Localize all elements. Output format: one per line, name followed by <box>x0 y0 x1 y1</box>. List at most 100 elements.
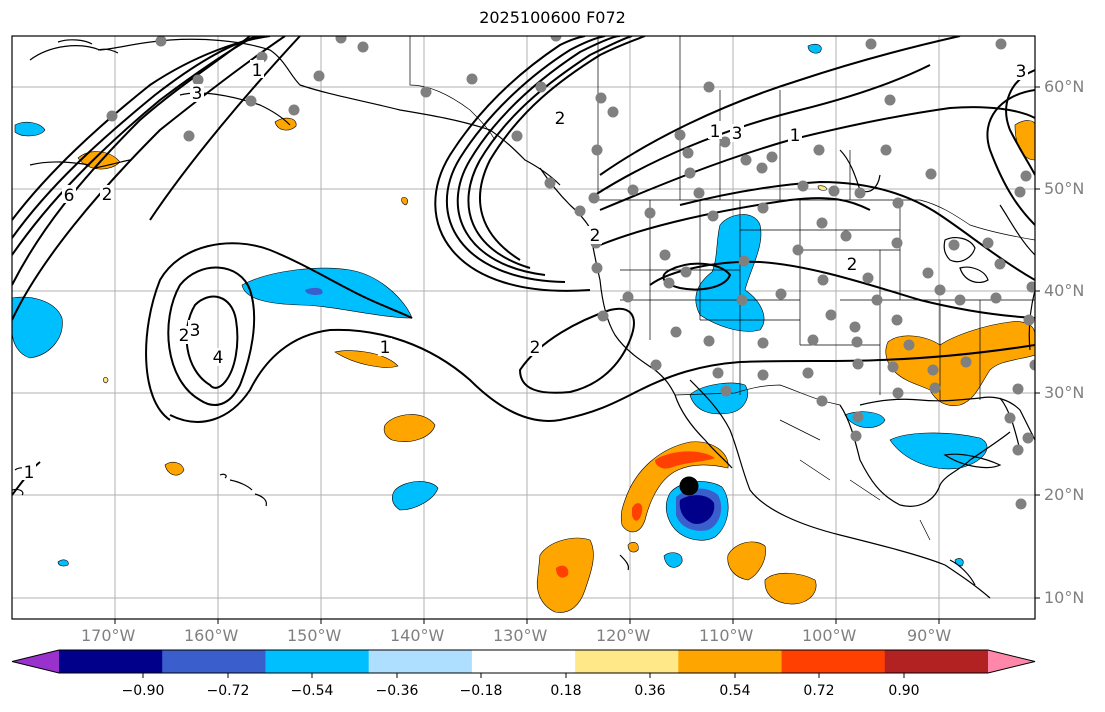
canada-provinces <box>597 36 851 200</box>
contour-label: 6 <box>64 186 75 206</box>
colorbar-segment <box>678 650 783 673</box>
colorbar-tick-label: −0.90 <box>121 683 165 699</box>
contour-label: 1 <box>710 122 721 142</box>
contour-label: 1 <box>252 61 263 81</box>
contour-label-group: 1 2 3 6 1 2 3 1 2 3 4 1 2 2 <box>22 60 1028 483</box>
colorbar-tick-label: −0.54 <box>290 683 334 699</box>
contour-coastal-b <box>467 36 633 269</box>
colorbar-segment <box>59 650 163 673</box>
contour-label: 2 <box>179 326 190 346</box>
us-canada-border <box>598 199 1035 241</box>
gulf-mexico-coast <box>839 404 1011 507</box>
map-frame <box>11 35 1036 620</box>
shade-sonora <box>689 382 749 415</box>
shade-hawaii-n <box>383 414 436 442</box>
bc-coast <box>539 167 591 229</box>
aleutians <box>29 159 131 169</box>
contour-coastal-c <box>456 36 621 276</box>
colorbar-segment <box>884 650 989 673</box>
colorbar <box>11 649 1036 674</box>
colorbar-tick-label: 0.18 <box>550 683 582 699</box>
contour-nw-6 <box>12 36 271 221</box>
colorbar-segment <box>162 650 266 673</box>
contour-nw-2 <box>12 36 256 256</box>
colorbar-segment <box>471 650 576 673</box>
gridlines <box>12 36 1035 619</box>
station-markers <box>106 36 1035 510</box>
political-borders <box>409 36 1035 541</box>
shade-mexico-arc <box>620 441 729 533</box>
lat-label: 60°N <box>1044 77 1085 96</box>
lon-label: 90°W <box>907 626 952 645</box>
lon-label: 170°W <box>81 626 136 645</box>
colorbar-tick-label: 0.54 <box>719 683 751 699</box>
contour-trough-a <box>599 197 871 246</box>
colorbar-tick-marks <box>142 673 905 678</box>
contour-label: 2 <box>530 338 541 358</box>
baja <box>674 394 733 469</box>
colorbar-segment <box>265 650 370 673</box>
colorbar-tick-label: 0.90 <box>888 683 920 699</box>
shade-nw-pacific <box>14 121 46 137</box>
great-lakes <box>943 237 976 263</box>
contour-label: 3 <box>192 84 203 104</box>
florida <box>999 397 1021 451</box>
contour-label: 1 <box>24 463 35 483</box>
colorbar-tick-label: 0.72 <box>803 683 835 699</box>
shading-negative <box>12 43 988 568</box>
shade-gulf-coast <box>844 411 886 428</box>
shade-far-northeast <box>1014 120 1035 161</box>
lon-label: 130°W <box>493 626 548 645</box>
shade-gulf-mexico <box>889 432 988 470</box>
colorbar-tick-label: 0.36 <box>634 683 666 699</box>
contour-sw-low-mid <box>167 266 256 406</box>
alaska-coast <box>29 38 561 186</box>
lat-label: 50°N <box>1044 179 1085 198</box>
shade-west-pacific <box>12 296 63 359</box>
lon-label: 150°W <box>287 626 342 645</box>
lon-label: 100°W <box>802 626 857 645</box>
contour-coastal-d <box>445 36 606 283</box>
contour-pacific-1 <box>169 328 641 423</box>
map-title: 2025100600 F072 <box>479 8 626 27</box>
lon-label: 110°W <box>699 626 754 645</box>
colorbar-segment <box>575 650 679 673</box>
colorbar-extend-high <box>988 650 1035 673</box>
contour-baja-1 <box>639 344 1035 391</box>
contour-label: 4 <box>213 348 224 368</box>
contour-nw-1 <box>12 36 251 286</box>
contour-ridge-2 <box>649 260 1035 319</box>
colorbar-tick-label: −0.36 <box>375 683 419 699</box>
lat-label: 30°N <box>1044 383 1085 402</box>
lon-label: 120°W <box>596 626 651 645</box>
contour-east-pacific-2 <box>518 307 635 394</box>
hawaii <box>219 473 267 507</box>
colorbar-segment <box>781 650 886 673</box>
shade-gulf-alaska <box>241 267 413 319</box>
shade-hawaii-ne <box>391 481 439 511</box>
contour-label: 3 <box>190 321 201 341</box>
contour-label: 1 <box>790 126 801 146</box>
contour-nw-3 <box>12 36 261 239</box>
shade-storm-core <box>679 495 715 524</box>
lon-label: 140°W <box>390 626 445 645</box>
coastlines <box>12 38 1035 599</box>
shade-great-basin <box>695 214 765 332</box>
contour-interior-2 <box>599 106 1035 211</box>
contour-coastal-a <box>479 36 646 261</box>
contour-label: 1 <box>380 338 391 358</box>
lat-label: 40°N <box>1044 281 1085 300</box>
contour-sw-low-inner <box>185 295 239 389</box>
contour-label: 2 <box>847 255 858 275</box>
lat-label: 20°N <box>1044 485 1085 504</box>
alaska-canada-border <box>409 36 496 141</box>
colorbar-tick-label: −0.18 <box>459 683 503 699</box>
contour-lines <box>12 36 1035 496</box>
contour-label: 2 <box>555 109 566 129</box>
contour-sw-low-outer <box>145 242 413 421</box>
lat-label: 10°N <box>1044 588 1085 607</box>
contour-label: 2 <box>590 226 601 246</box>
mexico-states <box>779 419 931 541</box>
storm-center-marker <box>679 476 699 496</box>
